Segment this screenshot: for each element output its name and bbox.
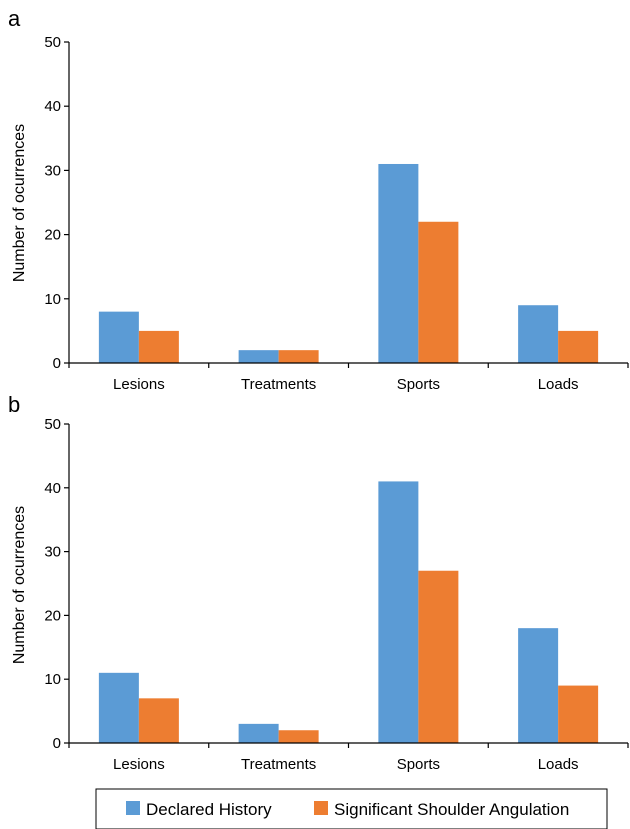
x-category-label-a-lesions: Lesions [113, 376, 165, 393]
y-tick-label-b-50: 50 [44, 416, 61, 433]
bar-b-sports-shoulder-angulation [418, 570, 459, 743]
bar-b-lesions-shoulder-angulation [138, 698, 179, 743]
x-category-label-b-loads: Loads [538, 756, 579, 773]
bar-b-loads-shoulder-angulation [558, 685, 599, 743]
x-category-label-b-lesions: Lesions [113, 756, 165, 773]
y-tick-label-b-30: 30 [44, 544, 61, 561]
x-category-label-a-sports: Sports [397, 376, 440, 393]
bar-a-lesions-shoulder-angulation [138, 330, 179, 363]
x-category-label-b-sports: Sports [397, 756, 440, 773]
panel-letter-b: b [8, 392, 20, 417]
x-category-label-b-treatments: Treatments [241, 756, 316, 773]
y-tick-label-a-40: 40 [44, 98, 61, 115]
chart-panel-b: b Number of ocurrences 0 10 20 30 40 50 Lesion… [8, 392, 629, 773]
y-tick-label-b-40: 40 [44, 480, 61, 497]
bar-b-lesions-declared-history [98, 672, 139, 743]
axes-b: 0 10 20 30 40 50 Lesions Treatments Sports Loads [44, 416, 629, 773]
chart-panel-a: a Number of ocurrences 0 10 20 30 40 50 Lesion… [8, 6, 629, 393]
bars-b [98, 481, 599, 743]
legend-swatch-significant-shoulder-angulation [314, 801, 328, 815]
panel-letter-a: a [8, 6, 21, 31]
legend-swatch-declared-history [126, 801, 140, 815]
y-tick-label-a-0: 0 [53, 355, 61, 372]
bar-b-sports-declared-history [378, 481, 419, 743]
x-category-label-a-loads: Loads [538, 376, 579, 393]
bar-a-sports-declared-history [378, 163, 419, 363]
bar-a-sports-shoulder-angulation [418, 221, 459, 363]
y-tick-label-a-10: 10 [44, 291, 61, 308]
bar-a-lesions-declared-history [98, 311, 139, 363]
y-axis-title-a: Number of ocurrences [11, 124, 28, 282]
y-axis-title-b: Number of ocurrences [11, 506, 28, 664]
y-tick-label-b-20: 20 [44, 607, 61, 624]
legend-label-significant-shoulder-angulation: Significant Shoulder Angulation [334, 800, 569, 819]
y-tick-label-a-50: 50 [44, 34, 61, 51]
legend: Declared History Significant Shoulder An… [95, 788, 608, 829]
x-category-label-a-treatments: Treatments [241, 376, 316, 393]
bar-a-treatments-shoulder-angulation [278, 350, 319, 363]
bars-a [98, 163, 599, 363]
legend-box [95, 788, 608, 829]
y-tick-label-a-30: 30 [44, 162, 61, 179]
y-tick-label-a-20: 20 [44, 227, 61, 244]
bar-a-loads-declared-history [518, 305, 559, 363]
bar-b-treatments-shoulder-angulation [278, 730, 319, 743]
y-tick-label-b-0: 0 [53, 735, 61, 752]
bar-b-treatments-declared-history [238, 723, 279, 743]
bar-a-treatments-declared-history [238, 350, 279, 363]
legend-label-declared-history: Declared History [146, 800, 272, 819]
axes-a: 0 10 20 30 40 50 Lesions Treatments Sports Loads [44, 34, 629, 393]
y-tick-label-b-10: 10 [44, 671, 61, 688]
bar-a-loads-shoulder-angulation [558, 330, 599, 363]
bar-b-loads-declared-history [518, 628, 559, 743]
